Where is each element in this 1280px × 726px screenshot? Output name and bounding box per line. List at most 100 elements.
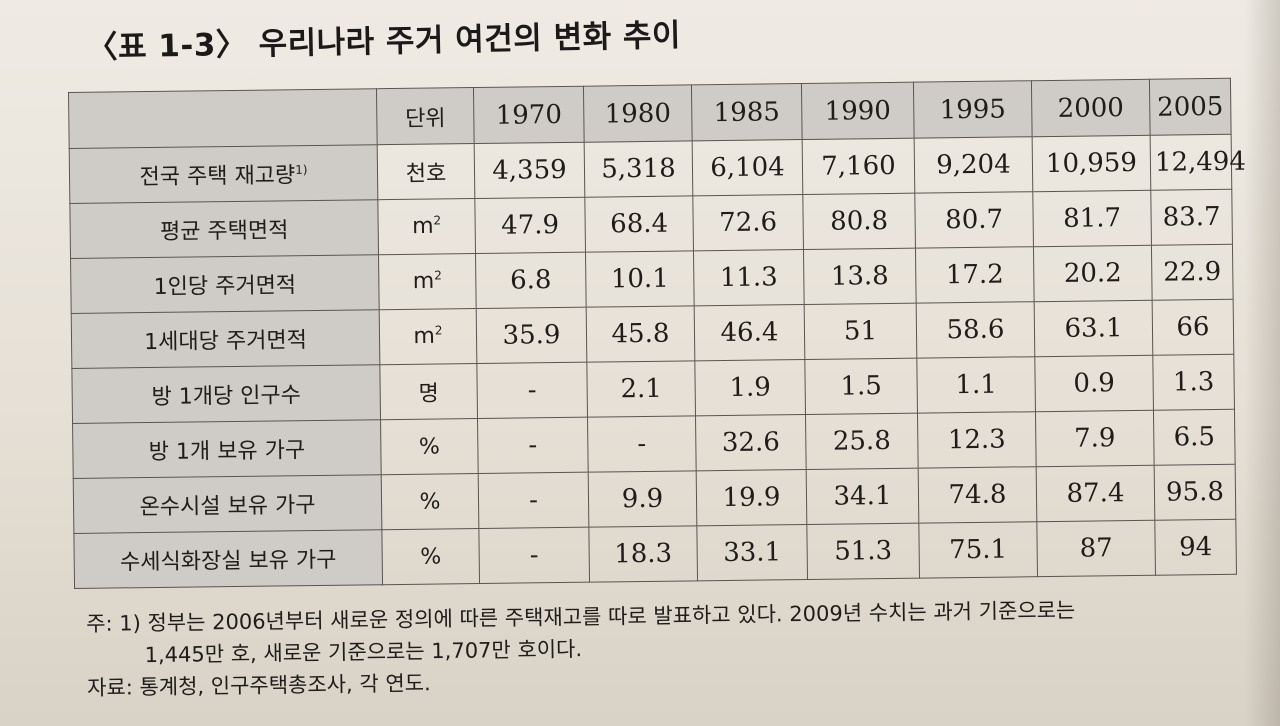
row-unit: 천호 xyxy=(377,143,475,200)
header-year: 2005 xyxy=(1149,78,1232,136)
row-unit-text: % xyxy=(420,543,442,570)
row-unit-text: m xyxy=(413,324,436,350)
row-label-text: 방 1개 보유 가구 xyxy=(148,438,306,466)
table-cell: 1.3 xyxy=(1152,354,1235,411)
table-cell: 87 xyxy=(1036,520,1156,577)
row-unit: % xyxy=(380,418,479,475)
table-cell: 18.3 xyxy=(588,525,698,583)
row-label-text: 온수시설 보유 가구 xyxy=(139,493,316,521)
table-cell: 6.8 xyxy=(475,252,587,309)
header-year: 1970 xyxy=(473,86,585,144)
table-cell: 22.9 xyxy=(1151,244,1234,301)
table-cell: 80.7 xyxy=(914,191,1034,249)
table-cell: 17.2 xyxy=(915,246,1035,304)
table-cell: - xyxy=(477,417,589,474)
table-cell: 0.9 xyxy=(1034,355,1154,412)
table-cell: 25.8 xyxy=(805,413,919,470)
table-cell: 9.9 xyxy=(588,470,697,528)
row-label-text: 수세식화장실 보유 가구 xyxy=(119,547,337,576)
unit-exponent: 2 xyxy=(434,323,443,338)
table-cell: 9,204 xyxy=(914,136,1033,194)
row-label-text: 방 1개당 인구수 xyxy=(151,383,302,411)
table-cell: 11.3 xyxy=(693,249,805,306)
table-cell: 58.6 xyxy=(916,301,1035,359)
table-cell: 66 xyxy=(1152,299,1234,356)
table-cell: 94 xyxy=(1154,519,1237,576)
table-cell: 12,494 xyxy=(1150,134,1246,191)
table-cell: 63.1 xyxy=(1034,300,1153,357)
table-title: 〈표 1-3〉 우리나라 주거 여건의 변화 추이 xyxy=(86,17,682,66)
header-year: 2000 xyxy=(1031,79,1151,137)
table-cell: 35.9 xyxy=(476,307,587,364)
table-cell: 7,160 xyxy=(802,138,915,195)
header-year: 1990 xyxy=(801,82,915,140)
table-cell: 46.4 xyxy=(694,304,805,361)
table-cell: - xyxy=(478,472,589,529)
housing-conditions-table: 단위 1970 1980 1985 1990 1995 2000 2005 전국… xyxy=(68,78,1246,589)
row-label: 전국 주택 재고량1) xyxy=(69,144,378,204)
row-unit-text: 명 xyxy=(418,381,439,407)
table-cell: 80.8 xyxy=(802,193,916,250)
row-unit-text: m xyxy=(412,269,435,295)
row-label: 방 1개 보유 가구 xyxy=(72,419,382,479)
table-cell: 83.7 xyxy=(1150,189,1233,246)
row-unit-text: m xyxy=(411,214,434,240)
table-body: 전국 주택 재고량1) 천호 4,359 5,318 6,104 7,160 9,204 10… xyxy=(69,134,1246,589)
table-cell: 5,318 xyxy=(584,140,693,198)
row-unit-text: % xyxy=(419,488,441,515)
table-cell: 13.8 xyxy=(803,248,917,305)
header-year: 1985 xyxy=(691,83,803,141)
table-cell: 34.1 xyxy=(806,468,919,525)
row-label-text: 전국 주택 재고량 xyxy=(139,163,296,191)
table-cell: 51 xyxy=(804,303,917,360)
table-cell: 75.1 xyxy=(918,521,1038,579)
row-label-text: 1세대당 주거면적 xyxy=(144,328,308,356)
row-unit-text: 천호 xyxy=(405,161,447,187)
table-cell: 12.3 xyxy=(917,411,1037,469)
row-label-text: 평균 주택면적 xyxy=(159,218,289,245)
row-label: 온수시설 보유 가구 xyxy=(73,474,382,534)
row-unit: 명 xyxy=(379,363,478,420)
header-corner-cell xyxy=(68,88,378,149)
table-cell: - xyxy=(476,362,588,419)
unit-exponent: 2 xyxy=(433,213,442,228)
row-unit: m2 xyxy=(377,198,476,255)
table-cell: 20.2 xyxy=(1033,245,1153,302)
table-cell: 10.1 xyxy=(585,250,695,308)
row-label: 평균 주택면적 xyxy=(69,199,379,259)
header-year: 1995 xyxy=(913,80,1033,139)
table-cell: 32.6 xyxy=(695,414,807,471)
table-cell: 10,959 xyxy=(1032,135,1151,192)
row-unit: m2 xyxy=(378,253,477,310)
table-cell: 1.5 xyxy=(804,358,918,415)
table-cell: 74.8 xyxy=(918,466,1037,524)
table-cell: 45.8 xyxy=(586,305,695,363)
table-cell: 19.9 xyxy=(696,469,807,526)
table-cell: 95.8 xyxy=(1154,464,1236,521)
row-unit: m2 xyxy=(379,308,477,365)
table-cell: 6,104 xyxy=(692,139,803,196)
row-unit-text: % xyxy=(418,433,440,460)
row-label: 1세대당 주거면적 xyxy=(71,309,380,369)
header-year: 1980 xyxy=(583,84,693,143)
table-cell: 72.6 xyxy=(692,194,804,251)
row-label: 1인당 주거면적 xyxy=(70,254,380,314)
header-unit: 단위 xyxy=(376,87,475,145)
table-cell: 47.9 xyxy=(474,197,586,254)
housing-table-container: 단위 1970 1980 1985 1990 1995 2000 2005 전국… xyxy=(68,78,1246,589)
table-cell: 2.1 xyxy=(586,360,696,418)
footnote-marker: 1) xyxy=(295,162,308,177)
table-cell: 4,359 xyxy=(474,142,585,199)
footnotes: 주: 1) 정부는 2006년부터 새로운 정의에 따른 주택재고를 따로 발표… xyxy=(86,592,1257,704)
row-unit: % xyxy=(381,528,480,585)
table-cell: 6.5 xyxy=(1153,409,1236,466)
table-cell: 33.1 xyxy=(696,524,808,581)
table-cell: - xyxy=(587,415,697,473)
unit-exponent: 2 xyxy=(434,268,442,283)
row-unit: % xyxy=(381,473,479,530)
row-label-text: 1인당 주거면적 xyxy=(153,273,297,300)
table-cell: 81.7 xyxy=(1032,190,1152,247)
table-cell: 51.3 xyxy=(806,523,920,580)
row-label: 수세식화장실 보유 가구 xyxy=(73,529,383,589)
